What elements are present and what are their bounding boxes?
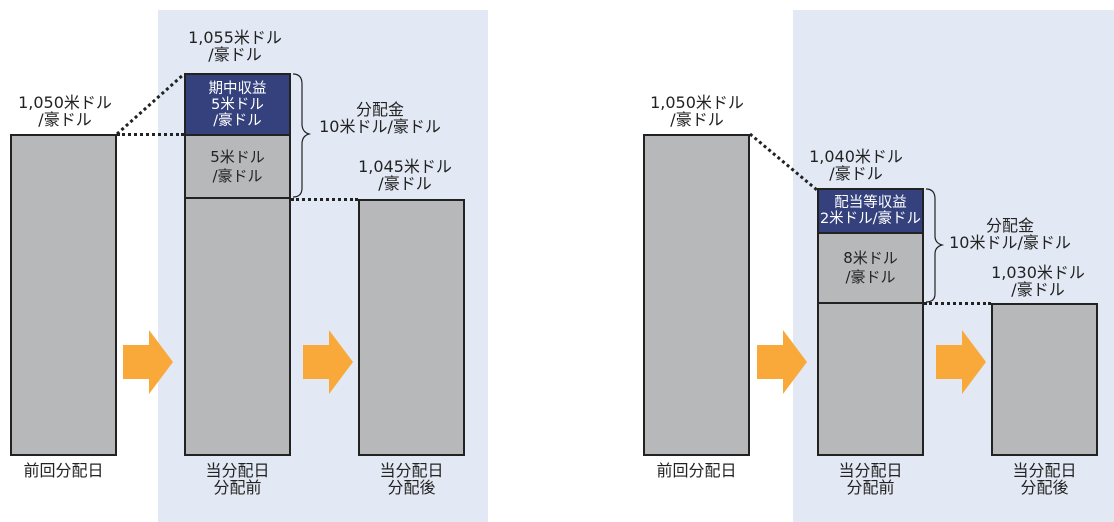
- right-after-value-label: 1,030米ドル /豪ドル: [991, 263, 1085, 299]
- right-distribution-label: 分配金 10米ドル/豪ドル: [949, 216, 1071, 252]
- left-after-bar: [358, 199, 465, 456]
- left-caption-prev: 前回分配日: [23, 461, 104, 480]
- left-peak-value-label: 1,055米ドル /豪ドル: [188, 28, 282, 64]
- left-distribution-label: 分配金 10米ドル/豪ドル: [319, 100, 441, 136]
- right-caption-prev: 前回分配日: [656, 461, 737, 480]
- left-income-segment: 期中収益 5米ドル /豪ドル: [184, 73, 291, 136]
- left-caption-after: 当分配日 分配後: [379, 461, 444, 497]
- right-arrow-icon: [123, 330, 173, 394]
- right-caption-after: 当分配日 分配後: [1012, 461, 1077, 497]
- left-before-bar: [184, 197, 291, 456]
- right-arrow-icon: [303, 330, 353, 394]
- right-prev-value-label: 1,050米ドル /豪ドル: [650, 93, 744, 129]
- right-after-dotted-line: [924, 302, 991, 305]
- right-caption-before: 当分配日 分配前: [838, 461, 903, 497]
- left-prev-value-label: 1,050米ドル /豪ドル: [18, 93, 112, 129]
- left-caption-before: 当分配日 分配前: [205, 461, 270, 497]
- right-before-bar: [817, 302, 924, 456]
- left-prev-bar: [10, 134, 117, 456]
- left-after-value-label: 1,045米ドル /豪ドル: [358, 157, 452, 193]
- right-prev-bar: [643, 134, 750, 456]
- right-capital-segment: 8米ドル /豪ドル: [817, 232, 924, 304]
- right-arrow-icon: [757, 330, 807, 394]
- right-peak-value-label: 1,040米ドル /豪ドル: [809, 147, 903, 183]
- left-capital-segment: 5米ドル /豪ドル: [184, 134, 291, 199]
- right-arrow-icon: [936, 330, 986, 394]
- left-after-dotted-line: [291, 198, 358, 201]
- right-after-bar: [991, 303, 1098, 456]
- left-prev-dotted-line: [117, 133, 184, 136]
- right-income-segment: 配当等収益 2米ドル/豪ドル: [817, 188, 924, 234]
